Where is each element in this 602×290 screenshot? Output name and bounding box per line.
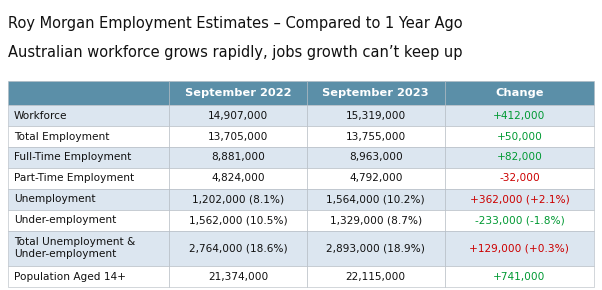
Bar: [445, 231, 594, 266]
Text: 8,963,000: 8,963,000: [349, 153, 403, 162]
Text: +129,000 (+0.3%): +129,000 (+0.3%): [470, 243, 569, 253]
Text: 4,824,000: 4,824,000: [211, 173, 265, 183]
Text: Roy Morgan Employment Estimates – Compared to 1 Year Ago: Roy Morgan Employment Estimates – Compar…: [8, 16, 462, 31]
Text: +50,000: +50,000: [497, 132, 542, 142]
Bar: [169, 126, 307, 147]
Bar: [8, 126, 169, 147]
Text: Total Employment: Total Employment: [14, 132, 110, 142]
Bar: [445, 126, 594, 147]
Text: 1,202,000 (8.1%): 1,202,000 (8.1%): [192, 194, 284, 204]
Text: Part-Time Employment: Part-Time Employment: [14, 173, 134, 183]
Bar: [307, 81, 445, 105]
Bar: [307, 210, 445, 231]
Bar: [169, 168, 307, 189]
Text: 8,881,000: 8,881,000: [211, 153, 265, 162]
Bar: [307, 189, 445, 210]
Bar: [8, 147, 169, 168]
Text: Total Unemployment &
Under-employment: Total Unemployment & Under-employment: [14, 238, 135, 260]
Text: September 2022: September 2022: [185, 88, 291, 98]
Text: Unemployment: Unemployment: [14, 194, 96, 204]
Bar: [445, 189, 594, 210]
Bar: [307, 147, 445, 168]
Bar: [445, 266, 594, 287]
Bar: [445, 210, 594, 231]
Text: 22,115,000: 22,115,000: [346, 272, 406, 282]
Text: +82,000: +82,000: [497, 153, 542, 162]
Bar: [307, 266, 445, 287]
Text: 13,705,000: 13,705,000: [208, 132, 268, 142]
Text: Population Aged 14+: Population Aged 14+: [14, 272, 126, 282]
Text: Australian workforce grows rapidly, jobs growth can’t keep up: Australian workforce grows rapidly, jobs…: [8, 45, 462, 60]
Text: 2,764,000 (18.6%): 2,764,000 (18.6%): [188, 243, 287, 253]
Text: 15,319,000: 15,319,000: [346, 111, 406, 121]
Text: 13,755,000: 13,755,000: [346, 132, 406, 142]
Bar: [169, 81, 307, 105]
Text: +362,000 (+2.1%): +362,000 (+2.1%): [470, 194, 569, 204]
Bar: [8, 168, 169, 189]
Text: 1,329,000 (8.7%): 1,329,000 (8.7%): [330, 215, 422, 225]
Bar: [169, 189, 307, 210]
Bar: [169, 231, 307, 266]
Text: +741,000: +741,000: [493, 272, 545, 282]
Bar: [445, 105, 594, 126]
Text: -32,000: -32,000: [499, 173, 540, 183]
Text: 21,374,000: 21,374,000: [208, 272, 268, 282]
Text: Full-Time Employment: Full-Time Employment: [14, 153, 131, 162]
Text: 4,792,000: 4,792,000: [349, 173, 403, 183]
Text: -233,000 (-1.8%): -233,000 (-1.8%): [474, 215, 564, 225]
Bar: [8, 266, 169, 287]
Text: +412,000: +412,000: [493, 111, 545, 121]
Text: 2,893,000 (18.9%): 2,893,000 (18.9%): [326, 243, 425, 253]
Bar: [8, 81, 169, 105]
Bar: [445, 168, 594, 189]
Text: 1,564,000 (10.2%): 1,564,000 (10.2%): [326, 194, 425, 204]
Text: Change: Change: [495, 88, 544, 98]
Bar: [445, 147, 594, 168]
Bar: [8, 189, 169, 210]
Text: 14,907,000: 14,907,000: [208, 111, 268, 121]
Text: 1,562,000 (10.5%): 1,562,000 (10.5%): [188, 215, 287, 225]
Bar: [169, 210, 307, 231]
Bar: [445, 81, 594, 105]
Bar: [169, 266, 307, 287]
Text: Under-employment: Under-employment: [14, 215, 116, 225]
Bar: [8, 231, 169, 266]
Bar: [8, 210, 169, 231]
Bar: [169, 147, 307, 168]
Bar: [307, 231, 445, 266]
Bar: [307, 168, 445, 189]
Bar: [307, 126, 445, 147]
Bar: [8, 105, 169, 126]
Bar: [307, 105, 445, 126]
Text: Workforce: Workforce: [14, 111, 67, 121]
Text: September 2023: September 2023: [323, 88, 429, 98]
Bar: [169, 105, 307, 126]
